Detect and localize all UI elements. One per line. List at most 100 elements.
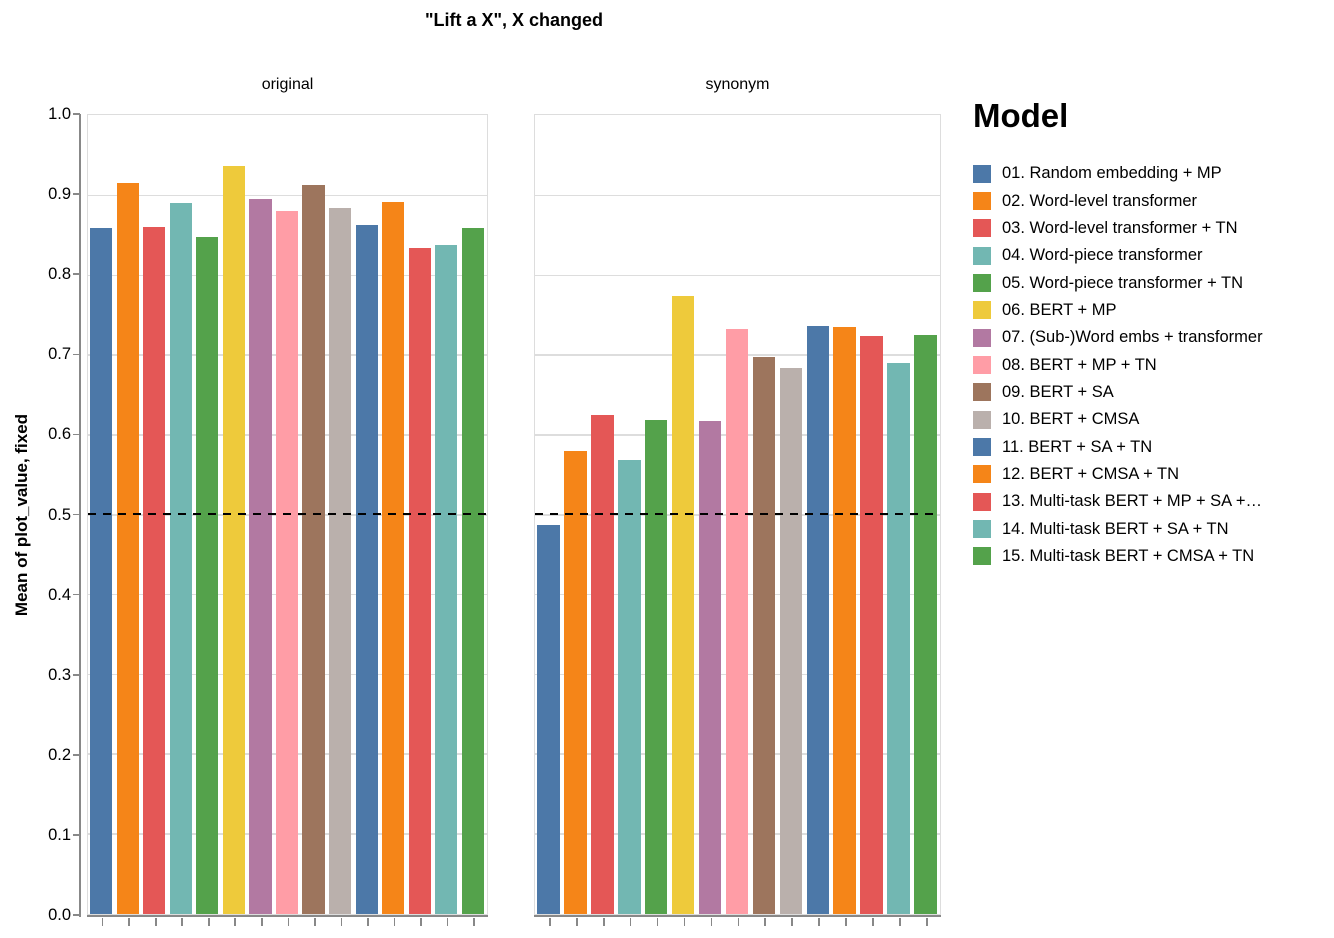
x-tick-mark	[314, 917, 316, 926]
x-tick-mark	[548, 917, 551, 926]
legend-label: 01. Random embedding + MP	[1002, 164, 1222, 183]
chart-title: "Lift a X", X changed	[424, 10, 604, 30]
y-axis-title: Mean of plot_value, fixed	[12, 413, 31, 617]
x-tick-mark	[791, 917, 794, 926]
y-tick-label: 0.2	[48, 745, 71, 764]
y-axis-line	[79, 114, 81, 917]
legend-swatch	[973, 164, 991, 183]
panel	[534, 114, 941, 915]
legend-label: 13. Multi-task BERT + MP + SA +…	[1002, 492, 1262, 511]
bar	[329, 207, 352, 914]
legend: Model 01. Random embedding + MP 02. Word-…	[973, 98, 1263, 570]
x-tick-mark	[656, 917, 659, 926]
legend-swatch	[973, 383, 991, 402]
legend-swatch	[973, 192, 991, 211]
x-tick-mark	[737, 917, 740, 926]
x-tick-mark	[420, 917, 422, 926]
x-tick-mark	[818, 917, 820, 926]
x-tick-mark	[602, 917, 605, 926]
legend-item: 02. Word-level transformer	[973, 187, 1263, 214]
legend-item: 04. Word-piece transformer	[973, 242, 1263, 269]
bar	[618, 459, 641, 914]
x-tick-mark	[207, 917, 210, 926]
legend-item: 10. BERT + CMSA	[973, 406, 1263, 433]
facet-header: original	[261, 76, 314, 93]
bar	[249, 199, 272, 914]
legend-items: 01. Random embedding + MP 02. Word-level …	[973, 160, 1263, 570]
x-tick-mark	[683, 917, 686, 926]
legend-swatch	[973, 492, 991, 511]
y-tick-mark	[73, 113, 80, 115]
legend-item: 13. Multi-task BERT + MP + SA +…	[973, 488, 1263, 515]
legend-item: 03. Word-level transformer + TN	[973, 215, 1263, 242]
legend-label: 04. Word-piece transformer	[1002, 246, 1203, 265]
y-tick-mark	[73, 273, 80, 276]
bar	[671, 296, 695, 914]
bar	[564, 451, 587, 914]
gridline	[535, 194, 940, 197]
x-tick-mark	[710, 917, 713, 926]
bar	[382, 202, 405, 914]
y-tick-label: 0.9	[48, 185, 71, 204]
legend-swatch	[973, 410, 991, 429]
reference-line	[88, 513, 487, 515]
x-tick-mark	[154, 917, 157, 926]
x-tick-mark	[181, 917, 184, 926]
bar	[435, 245, 458, 914]
legend-item: 09. BERT + SA	[973, 379, 1263, 406]
x-tick-mark	[845, 917, 847, 926]
legend-label: 12. BERT + CMSA + TN	[1002, 464, 1179, 483]
x-tick-mark	[575, 917, 578, 926]
reference-line	[535, 513, 940, 515]
y-tick-label: 0.5	[48, 505, 71, 524]
x-tick-mark	[287, 917, 290, 926]
bar	[222, 166, 245, 914]
legend-title: Model	[973, 97, 1069, 134]
x-tick-mark	[260, 917, 263, 926]
legend-item: 05. Word-piece transformer + TN	[973, 269, 1263, 296]
x-tick-mark	[764, 917, 767, 926]
legend-swatch	[973, 547, 991, 566]
legend-item: 12. BERT + CMSA + TN	[973, 461, 1263, 488]
legend-swatch	[973, 246, 991, 265]
x-tick-mark	[872, 917, 874, 926]
x-tick-mark	[393, 917, 396, 926]
legend-label: 09. BERT + SA	[1002, 382, 1114, 401]
y-tick-mark	[73, 673, 80, 676]
legend-label: 11. BERT + SA + TN	[1002, 437, 1153, 456]
x-tick-mark	[101, 917, 104, 926]
bar	[169, 202, 192, 914]
legend-item: 07. (Sub-)Word embs + transformer	[973, 324, 1263, 351]
x-tick-mark	[446, 917, 449, 926]
bar	[725, 329, 749, 914]
legend-swatch	[973, 520, 991, 539]
y-tick-label: 0.7	[48, 345, 71, 364]
y-tick-label: 0.3	[48, 665, 71, 684]
legend-swatch	[973, 465, 991, 484]
bar	[116, 183, 139, 914]
legend-swatch	[973, 356, 991, 375]
bar	[275, 210, 299, 914]
bar	[752, 357, 776, 914]
bar	[196, 237, 219, 914]
legend-label: 14. Multi-task BERT + SA + TN	[1002, 519, 1229, 538]
y-tick-label: 0.6	[48, 425, 71, 444]
bar	[461, 227, 484, 914]
y-tick-mark	[73, 193, 80, 195]
bar	[408, 247, 431, 914]
bar	[914, 334, 937, 914]
legend-label: 15. Multi-task BERT + CMSA + TN	[1002, 546, 1255, 565]
legend-label: 06. BERT + MP	[1002, 300, 1117, 319]
bar	[806, 325, 830, 914]
y-tick-mark	[73, 593, 80, 596]
legend-swatch	[973, 219, 991, 238]
y-tick-label: 0.4	[48, 585, 71, 604]
x-tick-mark	[926, 917, 928, 926]
bar	[698, 420, 722, 914]
bar	[355, 224, 378, 914]
bar	[779, 368, 803, 914]
legend-swatch	[973, 438, 991, 457]
legend-item: 06. BERT + MP	[973, 297, 1263, 324]
x-axis-line	[534, 915, 941, 917]
